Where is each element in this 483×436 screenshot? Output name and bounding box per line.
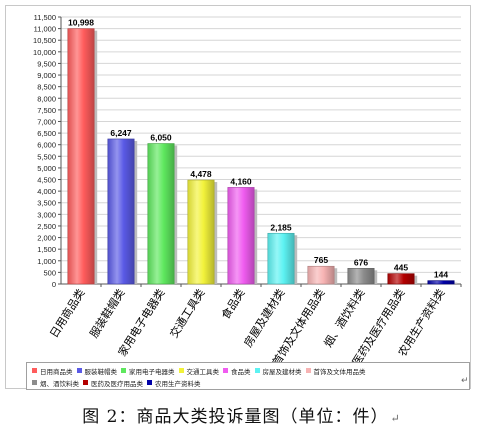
y-tick-label: 4,000: [37, 187, 56, 196]
legend-label: 医药及医疗用品类: [91, 379, 143, 388]
y-tick-label: 3,500: [37, 199, 56, 208]
y-tick-label: 7,000: [37, 117, 56, 126]
y-tick-label: 0: [52, 280, 56, 289]
legend-item: 日用商品类: [32, 365, 73, 376]
legend-item: 食品类: [223, 365, 251, 376]
data-label: 676: [354, 257, 368, 267]
y-tick-label: 1,000: [37, 257, 56, 266]
legend-swatch: [83, 380, 88, 385]
legend-label: 日用商品类: [40, 367, 73, 376]
legend-label: 家用电子电器类: [129, 367, 175, 376]
legend-swatch: [32, 380, 37, 385]
data-label: 144: [434, 270, 448, 280]
legend-swatch: [305, 368, 311, 373]
bar-chart: 0 500 1,000 1,500 2,000 2,500 3,000 3,500 4,000 4…: [33, 13, 462, 368]
legend-label: 交通工具类: [186, 367, 220, 376]
y-tick-label: 11,000: [34, 25, 56, 34]
figure-caption: 图 2：商品大类投诉量图（单位：件） ↵: [0, 402, 483, 427]
legend-item: 服装鞋帽类: [76, 365, 118, 376]
x-tick-label: 烟、酒饮料类: [321, 286, 368, 349]
legend-item: 医药及医疗用品类: [83, 377, 143, 388]
legend-label: 食品类: [231, 367, 251, 376]
paragraph-mark: ↵: [390, 412, 401, 425]
y-tick-label: 1,500: [37, 245, 56, 254]
caption-text: 图 2：商品大类投诉量图（单位：件）: [82, 407, 389, 427]
legend-item: 农用生产资料类: [147, 377, 201, 388]
y-tick-label: 6,000: [37, 141, 56, 150]
y-tick-label: 8,000: [37, 94, 56, 103]
chart-legend: 日用商品类 服装鞋帽类 家用电子电器类 交通工具类 食品类 房屋及建材类 首饰及文体用品类烟…: [26, 362, 470, 390]
legend-item: 烟、酒饮料类: [32, 377, 79, 388]
bar: [427, 280, 455, 285]
y-tick-label: 3,000: [37, 210, 56, 219]
bar: [387, 273, 415, 285]
data-label: 4,478: [190, 169, 212, 179]
y-tick-label: 5,000: [37, 164, 56, 173]
y-tick-label: 8,500: [37, 83, 56, 92]
y-tick-label: 10,500: [33, 36, 56, 45]
y-tick-label: 500: [43, 268, 56, 277]
legend-swatch: [32, 368, 37, 373]
legend-swatch: [254, 368, 260, 373]
data-label: 4,160: [230, 176, 252, 186]
bar: [147, 143, 175, 285]
y-tick-label: 9,500: [37, 59, 56, 68]
legend-item: 家用电子电器类: [121, 365, 175, 376]
bar: [347, 268, 375, 285]
legend-label: 房屋及建材类: [262, 367, 302, 376]
legend-swatch: [121, 368, 126, 373]
legend-label: 首饰及文体用品类: [313, 367, 366, 376]
bar: [267, 232, 295, 285]
legend-item: 交通工具类: [178, 365, 220, 376]
data-label: 6,247: [110, 128, 132, 138]
x-tick-label: 交通工具类: [167, 286, 208, 340]
legend-label: 农用生产资料类: [155, 379, 201, 388]
y-tick-label: 6,500: [37, 129, 56, 138]
legend-item: 房屋及建材类: [254, 365, 302, 376]
x-tick-label: 房屋及建材类: [241, 286, 288, 349]
legend-swatch: [223, 368, 228, 373]
data-label: 2,185: [270, 222, 292, 232]
legend-label: 烟、酒饮料类: [40, 379, 79, 388]
x-tick-label: 食品类: [218, 286, 247, 321]
data-label: 10,998: [68, 18, 94, 28]
data-label: 6,050: [150, 133, 172, 143]
bar: [227, 187, 255, 285]
legend-label: 服装鞋帽类: [84, 367, 118, 376]
bar: [67, 28, 95, 285]
y-tick-label: 4,500: [37, 176, 56, 185]
y-tick-label: 5,500: [37, 152, 56, 161]
bar: [307, 265, 335, 285]
paragraph-mark: ↵: [461, 376, 469, 386]
chart-frame: 0 500 1,000 1,500 2,000 2,500 3,000 3,500 4,000 4…: [5, 5, 471, 390]
bar: [187, 179, 215, 285]
data-label: 765: [314, 255, 328, 265]
x-tick-label: 日用商品类: [47, 286, 88, 340]
legend-swatch: [76, 368, 82, 373]
legend-item: 首饰及文体用品类: [305, 365, 366, 376]
data-label: 445: [394, 263, 408, 273]
y-tick-label: 2,000: [37, 234, 56, 243]
y-tick-label: 9,000: [37, 71, 56, 80]
legend-swatch: [147, 380, 152, 385]
y-tick-label: 2,500: [37, 222, 56, 231]
x-tick-label: 服装鞋帽类: [87, 286, 128, 340]
y-tick-label: 11,500: [34, 13, 56, 22]
bar: [107, 138, 135, 285]
y-tick-label: 7,500: [37, 106, 56, 115]
y-tick-label: 10,000: [33, 48, 56, 57]
legend-swatch: [178, 368, 184, 373]
